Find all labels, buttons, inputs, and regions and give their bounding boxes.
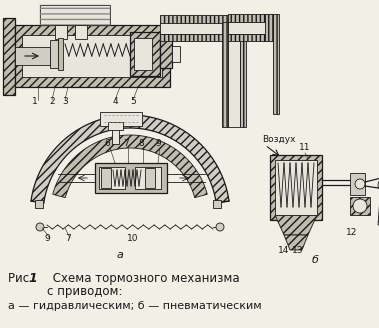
Bar: [240, 22, 246, 127]
Text: 2: 2: [49, 97, 55, 106]
Bar: [15, 25, 170, 87]
Text: 7: 7: [65, 234, 71, 243]
Bar: [22, 35, 162, 77]
Bar: [108, 122, 123, 130]
Bar: [160, 22, 235, 34]
Text: Схема тормозного механизма: Схема тормозного механизма: [34, 272, 240, 285]
Bar: [95, 163, 167, 193]
Bar: [270, 155, 322, 220]
Bar: [58, 38, 63, 70]
Bar: [350, 173, 365, 195]
Bar: [135, 167, 161, 189]
Bar: [145, 168, 155, 188]
Polygon shape: [284, 235, 308, 250]
Bar: [99, 167, 125, 189]
Bar: [55, 25, 67, 39]
Polygon shape: [31, 115, 229, 203]
Bar: [50, 40, 58, 68]
Text: 3: 3: [62, 97, 68, 106]
Text: 9: 9: [155, 139, 161, 148]
Bar: [275, 160, 317, 215]
Text: а: а: [117, 250, 124, 260]
Circle shape: [216, 223, 224, 231]
Polygon shape: [3, 18, 15, 95]
Text: 10: 10: [127, 234, 139, 243]
Text: 8: 8: [138, 139, 144, 148]
Bar: [160, 34, 240, 41]
Bar: [130, 32, 160, 76]
Bar: [75, 25, 87, 39]
Circle shape: [36, 223, 44, 231]
Text: 1: 1: [32, 97, 38, 106]
Bar: [273, 14, 279, 114]
Text: Рис.: Рис.: [8, 272, 37, 285]
Circle shape: [378, 178, 379, 192]
Text: а — гидравлическим; б — пневматическим: а — гидравлическим; б — пневматическим: [8, 301, 262, 311]
Bar: [40, 5, 110, 25]
Text: 14: 14: [278, 246, 290, 255]
Text: 1: 1: [28, 272, 37, 285]
Bar: [172, 46, 180, 62]
Text: 6: 6: [104, 139, 110, 148]
Bar: [228, 34, 273, 41]
Bar: [222, 22, 228, 127]
Bar: [228, 22, 240, 127]
Bar: [35, 200, 43, 208]
Bar: [228, 14, 273, 22]
Polygon shape: [53, 135, 207, 198]
Text: Воздух: Воздух: [262, 135, 296, 144]
Bar: [213, 200, 221, 208]
Bar: [112, 126, 119, 144]
Circle shape: [355, 179, 365, 189]
Bar: [160, 15, 240, 23]
Text: 5: 5: [130, 97, 136, 106]
Bar: [228, 22, 273, 34]
Bar: [100, 112, 142, 126]
Text: 9: 9: [44, 234, 50, 243]
Bar: [265, 14, 273, 41]
Text: 11: 11: [299, 143, 311, 152]
Bar: [101, 168, 111, 188]
Bar: [134, 38, 152, 70]
Bar: [15, 47, 50, 65]
Bar: [160, 40, 172, 68]
Text: 4: 4: [112, 97, 118, 106]
Circle shape: [353, 199, 367, 213]
Bar: [40, 5, 110, 25]
Text: б: б: [312, 255, 318, 265]
Text: с приводом:: с приводом:: [47, 285, 122, 298]
Text: 7: 7: [123, 139, 129, 148]
Text: 13: 13: [292, 246, 304, 255]
Text: 12: 12: [346, 228, 358, 237]
Polygon shape: [378, 193, 379, 225]
Bar: [350, 197, 370, 215]
Polygon shape: [275, 215, 317, 235]
